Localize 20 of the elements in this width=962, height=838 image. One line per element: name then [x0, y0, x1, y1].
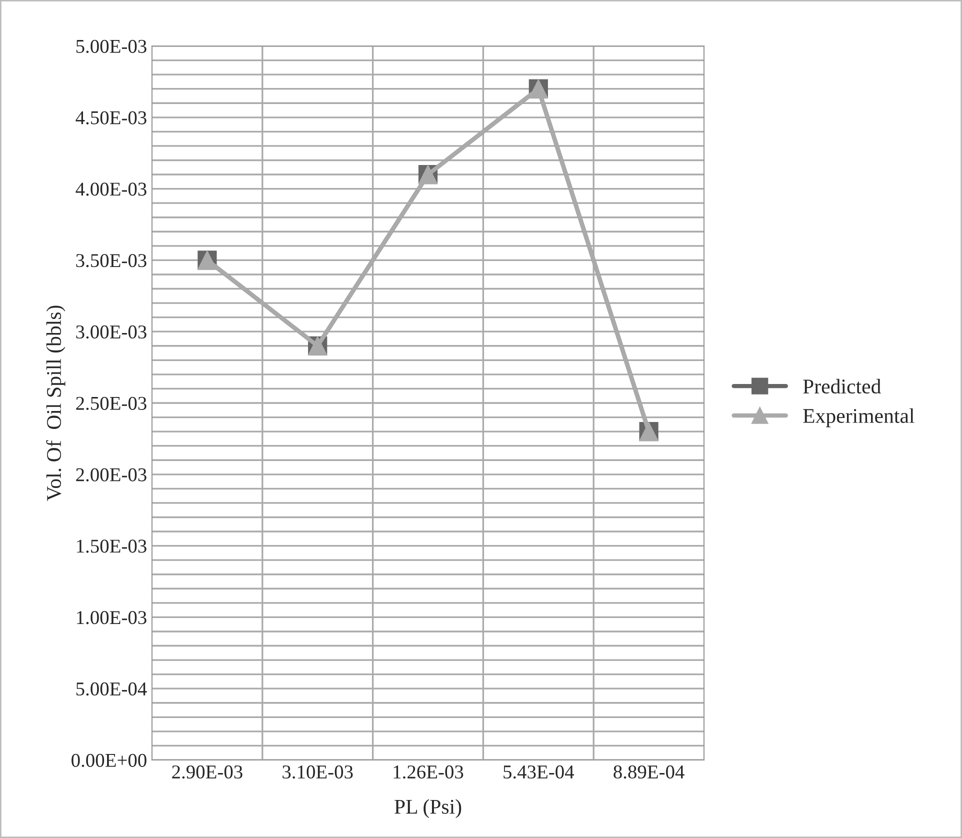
y-tick-label: 5.00E-03 [76, 40, 146, 54]
y-tick-label: 5.00E-04 [76, 682, 147, 696]
y-tick-label: 3.50E-03 [76, 254, 146, 268]
y-tick-label: 4.50E-03 [76, 111, 146, 124]
x-tick-label: 8.89E-04 [614, 765, 684, 779]
y-tick-label: 1.00E-03 [77, 611, 146, 624]
x-tick-label: 3.10E-03 [282, 765, 353, 779]
x-axis-title: PL (Psi) [394, 799, 462, 818]
x-tick-label: 1.26E-03 [394, 765, 464, 779]
x-tick-label: 2.90E-03 [172, 765, 242, 779]
y-tick-label: 4.00E-03 [76, 182, 146, 196]
y-tick-label: 3.00E-03 [76, 325, 146, 339]
y-tick-label: 1.50E-03 [77, 540, 146, 553]
legend-label: Predicted [803, 378, 881, 394]
x-tick-label: 5.43E-04 [504, 765, 574, 779]
y-tick-label: 0.00E+00 [72, 754, 146, 768]
y-axis-title: Vol. Of Oil Spill (bbls) [46, 306, 66, 501]
y-tick-label: 2.50E-03 [76, 396, 146, 410]
legend-label: Experimental [803, 408, 914, 428]
y-tick-label: 2.00E-03 [76, 468, 146, 482]
